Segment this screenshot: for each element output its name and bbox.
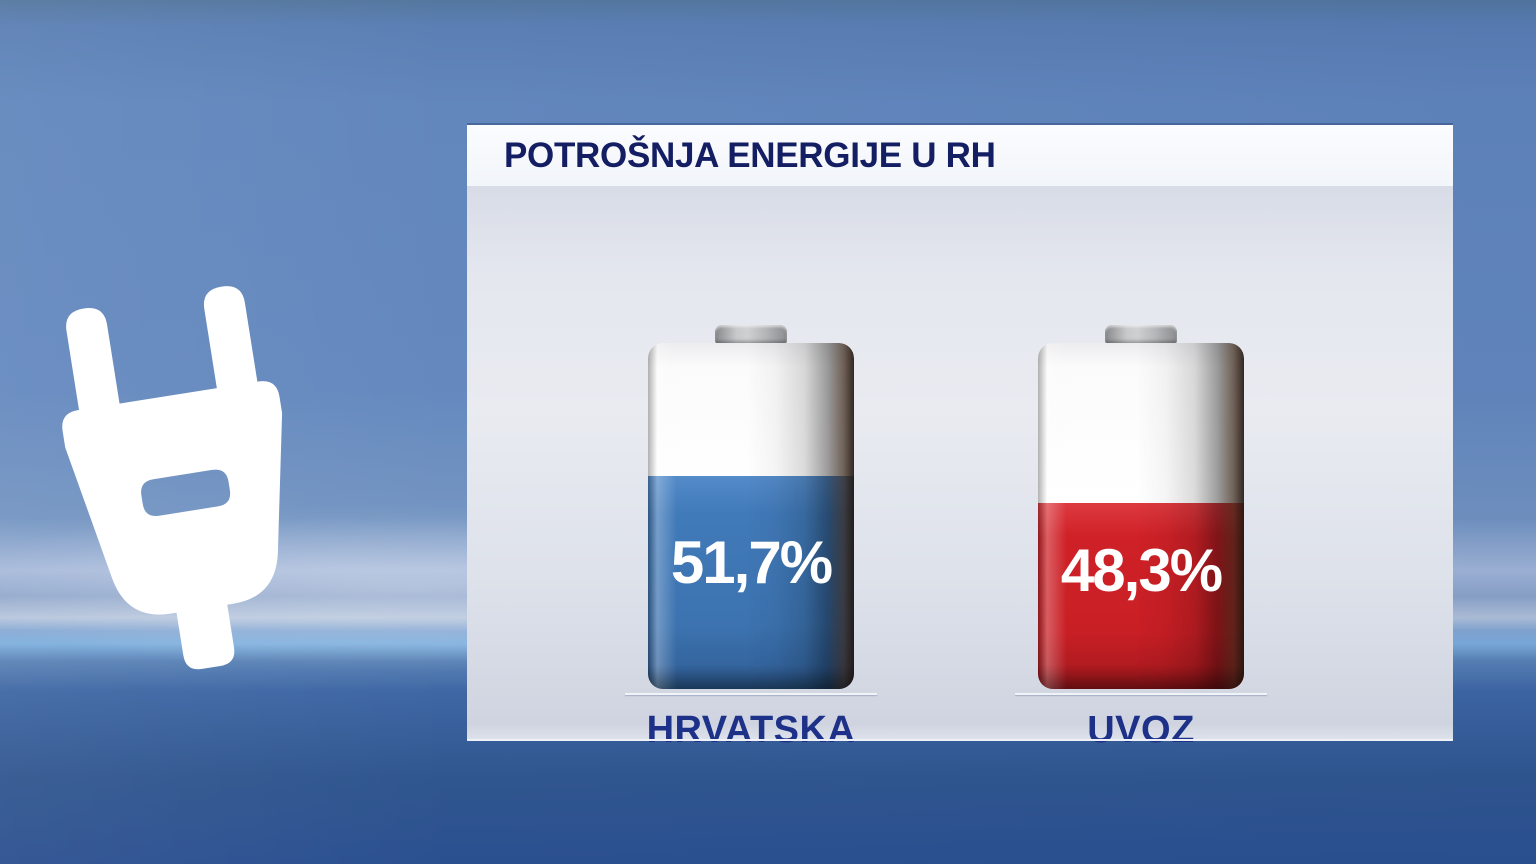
battery-value-hrvatska: 51,7% <box>670 529 833 596</box>
info-panel: POTROŠNJA ENERGIJE U RH 51,7% HRVATSKA 4… <box>467 123 1453 749</box>
battery-cap <box>1105 325 1177 343</box>
battery-chart: 51,7% HRVATSKA 48,3% UVOZ <box>467 186 1453 749</box>
battery-body: 51,7% <box>648 343 854 689</box>
battery-value-uvoz: 48,3% <box>1060 537 1223 604</box>
panel-header: POTROŠNJA ENERGIJE U RH <box>467 125 1453 186</box>
power-plug-icon <box>62 286 283 670</box>
battery-label-hrvatska: HRVATSKA <box>646 709 856 751</box>
panel-title: POTROŠNJA ENERGIJE U RH <box>504 136 996 175</box>
battery-body: 48,3% <box>1038 343 1244 689</box>
battery-cap <box>715 325 787 343</box>
battery-group-uvoz: 48,3% UVOZ <box>1015 325 1267 749</box>
battery-baseline <box>1015 693 1267 695</box>
battery-group-hrvatska: 51,7% HRVATSKA <box>625 325 877 749</box>
battery-label-uvoz: UVOZ <box>1087 709 1195 751</box>
battery-baseline <box>625 693 877 695</box>
